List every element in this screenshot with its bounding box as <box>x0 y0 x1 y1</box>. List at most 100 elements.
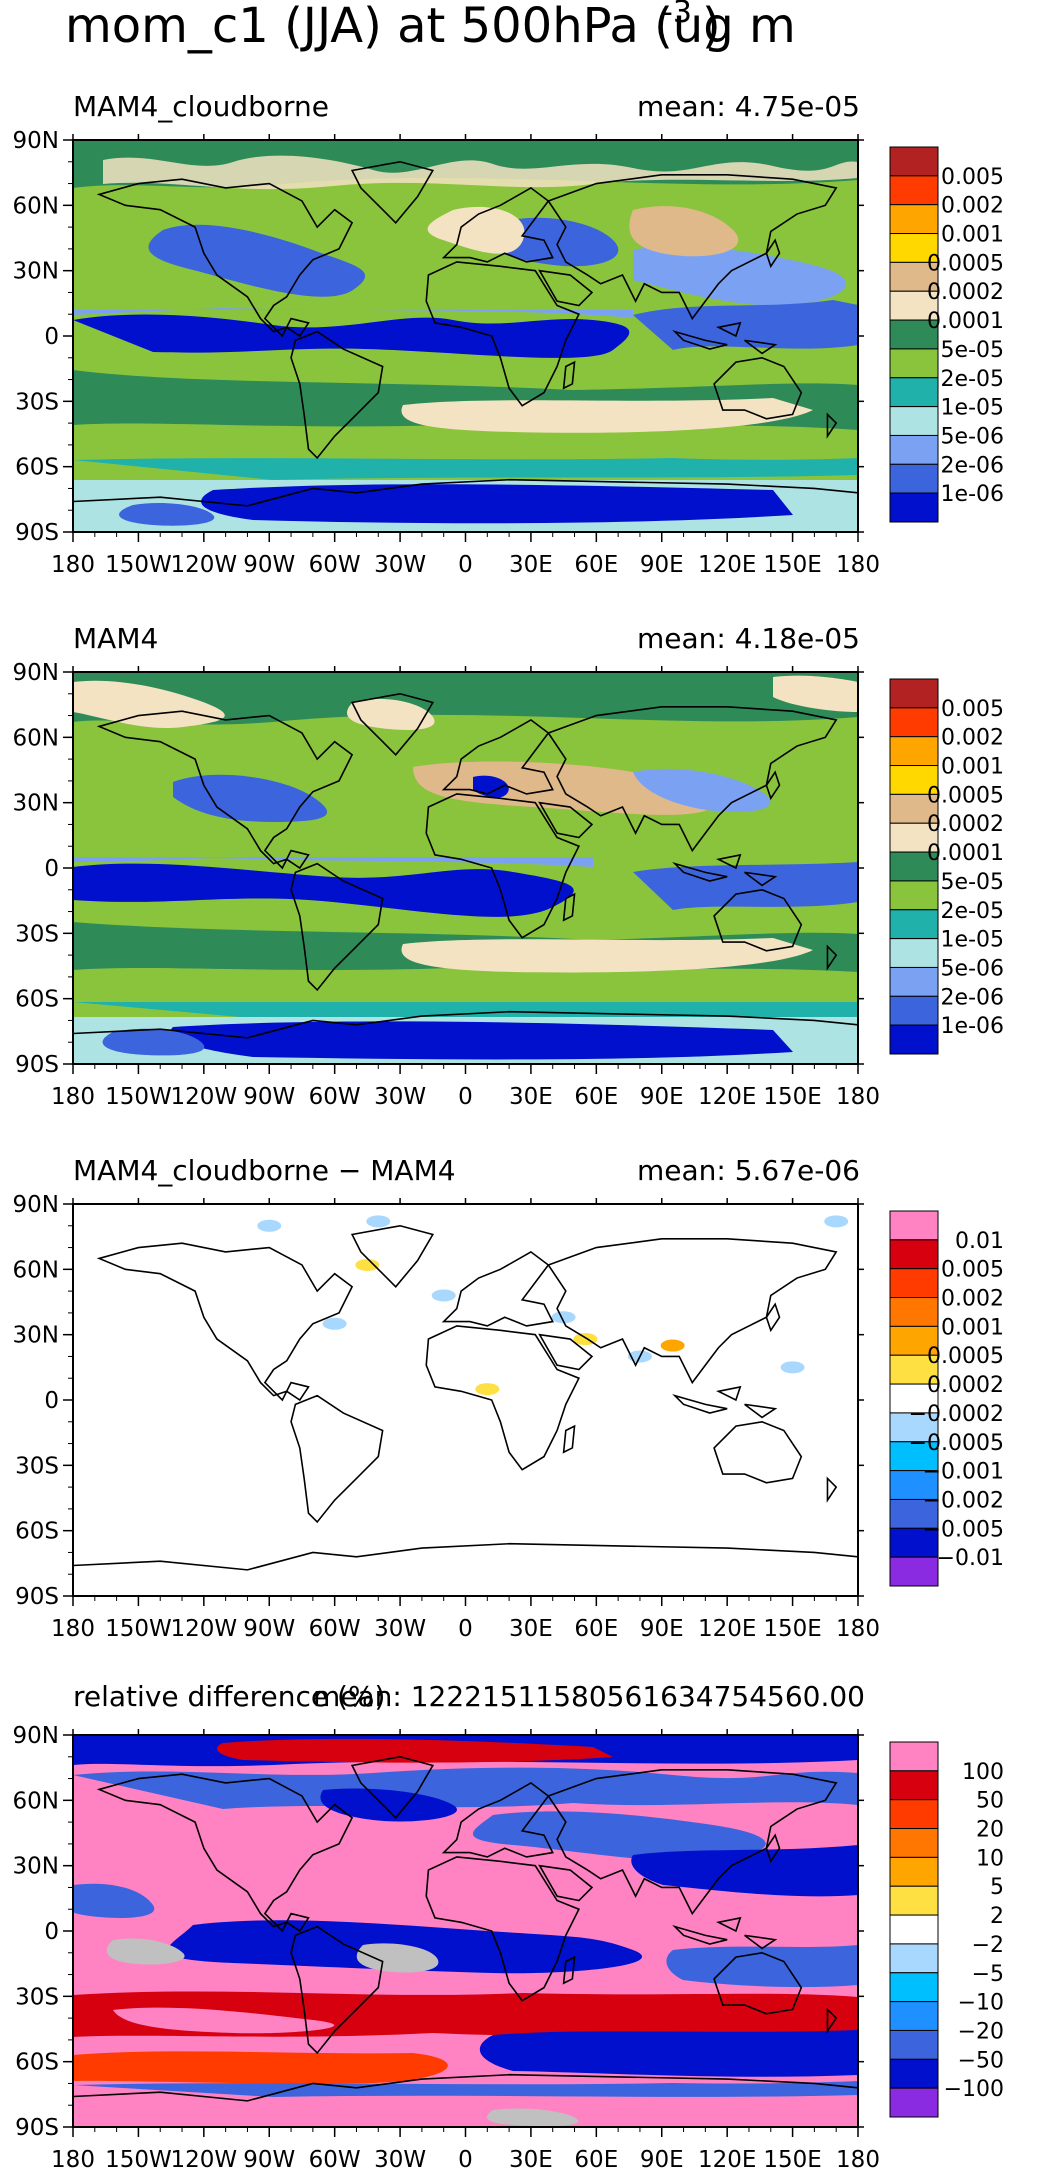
y-tick-label: 60S <box>15 987 59 1013</box>
x-tick-label: 30E <box>509 552 553 578</box>
colorbar-label: 0.005 <box>941 165 1004 190</box>
colorbar-label: 0.001 <box>941 755 1004 780</box>
x-tick-label: 60W <box>309 1084 361 1110</box>
colorbar-label: −0.01 <box>937 1546 1004 1571</box>
colorbar-label: 0.0002 <box>927 812 1004 837</box>
y-tick-label: 0 <box>44 1919 59 1945</box>
colorbar-label: 5e-06 <box>941 424 1004 449</box>
colorbar-label: 50 <box>976 1789 1004 1814</box>
colorbar-label: 10 <box>976 1846 1004 1871</box>
x-tick-label: 120W <box>171 552 238 578</box>
colorbar-label: 5e-06 <box>941 956 1004 981</box>
colorbar-label: 1e-06 <box>941 482 1004 507</box>
x-tick-label: 30E <box>509 2147 553 2173</box>
colorbar-swatch <box>889 1470 939 1500</box>
x-tick-label: 60E <box>574 2147 618 2173</box>
colorbar-label: 0.005 <box>941 697 1004 722</box>
x-tick-label: 0 <box>458 1616 473 1642</box>
panel-mean: mean: 12221511580561634754560.00 <box>313 1680 865 1713</box>
x-tick-label: 0 <box>458 2147 473 2173</box>
colorbar-swatch <box>889 1239 939 1270</box>
x-tick-label: 0 <box>458 552 473 578</box>
colorbar-swatch <box>889 1354 939 1385</box>
colorbar-swatch <box>889 2029 939 2060</box>
colorbar-label: −5 <box>972 1962 1004 1987</box>
x-tick-label: 180 <box>836 2147 880 2173</box>
colorbar-label: −0.0002 <box>909 1402 1004 1427</box>
colorbar-label: 0.005 <box>941 1258 1004 1283</box>
y-tick-label: 90N <box>13 128 59 154</box>
colorbar-swatch <box>889 793 939 824</box>
colorbar: 0.005 0.002 0.001 0.0005 0.0002 0.0001 5e-05 2e… <box>889 146 1004 523</box>
colorbar-label: 2e-06 <box>941 985 1004 1010</box>
y-tick-label: 30N <box>13 791 59 817</box>
colorbar-label: 2e-05 <box>941 367 1004 392</box>
anomaly-patch <box>780 1361 805 1374</box>
colorbar-label: 2e-05 <box>941 899 1004 924</box>
y-tick-label: 90N <box>13 660 59 686</box>
colorbar-swatch <box>889 1943 939 1974</box>
map-panel-1: MAM4_cloudborne mean: 4.75e-05 180 150W120W… <box>13 90 1004 578</box>
x-tick-label: 60W <box>309 1616 361 1642</box>
main-title-end: ) <box>702 0 721 54</box>
panel-title: MAM4_cloudborne <box>73 90 329 123</box>
y-tick-label: 0 <box>44 1388 59 1414</box>
anomaly-patch <box>366 1215 391 1228</box>
panel-mean: mean: 5.67e-06 <box>637 1154 860 1187</box>
anomaly-patch <box>257 1219 282 1232</box>
x-tick-label: 90E <box>640 1084 684 1110</box>
colorbar-label: −0.002 <box>923 1488 1004 1513</box>
colorbar-swatch <box>889 406 939 436</box>
y-tick-label: 30S <box>15 389 59 415</box>
colorbar-label: 0.001 <box>941 1315 1004 1340</box>
colorbar-swatch <box>889 1210 939 1241</box>
main-title: mom_c1 (JJA) at 500hPa (ug m -3 ) <box>65 0 796 54</box>
colorbar-label: −20 <box>958 2019 1004 2044</box>
colorbar-label: 1e-06 <box>941 1014 1004 1039</box>
y-tick-label: 30N <box>13 259 59 285</box>
x-tick-label: 120E <box>698 552 756 578</box>
y-tick-label: 30S <box>15 1453 59 1479</box>
anomaly-patch <box>475 1383 500 1396</box>
colorbar-label: 0.0005 <box>927 783 1004 808</box>
x-tick-label: 120E <box>698 1616 756 1642</box>
x-tick-label: 180 <box>51 1084 95 1110</box>
panels: MAM4_cloudborne mean: 4.75e-05 180 150W 120W… <box>13 90 1004 2173</box>
anomaly-patch <box>660 1339 685 1352</box>
colorbar-label: 0.0005 <box>927 1344 1004 1369</box>
colorbar-label: 0.002 <box>941 726 1004 751</box>
x-tick-label: 90W <box>243 1084 295 1110</box>
x-tick-label: 30W <box>374 1084 426 1110</box>
colorbar-swatch <box>889 146 939 177</box>
x-tick-label: 150W <box>105 2147 172 2173</box>
colorbar-swatch <box>889 463 939 494</box>
colorbar-label: 20 <box>976 1818 1004 1843</box>
map-field <box>73 672 858 1064</box>
anomaly-patch <box>824 1215 849 1228</box>
y-tick-label: 30N <box>13 1323 59 1349</box>
y-tick-label: 90S <box>15 1584 59 1610</box>
x-tick-label: 30E <box>509 1084 553 1110</box>
x-tick-label: 150W <box>105 1084 172 1110</box>
colorbar-label: −50 <box>958 2048 1004 2073</box>
colorbar-swatch <box>889 1972 939 2003</box>
anomaly-patch <box>431 1289 456 1302</box>
colorbar-label: 0.001 <box>941 223 1004 248</box>
x-tick-label: 30E <box>509 1616 553 1642</box>
y-tick-label: 90N <box>13 1723 59 1749</box>
y-tick-label: 60N <box>13 725 59 751</box>
colorbar-swatch <box>889 1914 939 1945</box>
colorbar-label: 5e-05 <box>941 338 1004 363</box>
anomaly-patch <box>355 1258 380 1271</box>
y-tick-label: 90N <box>13 1192 59 1218</box>
panel-mean: mean: 4.75e-05 <box>637 90 860 123</box>
colorbar-label: 0.0001 <box>927 841 1004 866</box>
main-title-exponent: -3 <box>662 0 692 30</box>
x-tick-label: 90E <box>640 552 684 578</box>
colorbar-swatch <box>889 175 939 206</box>
colorbar-swatch <box>889 319 939 350</box>
y-tick-label: 60S <box>15 455 59 481</box>
colorbar-swatch <box>889 492 939 523</box>
